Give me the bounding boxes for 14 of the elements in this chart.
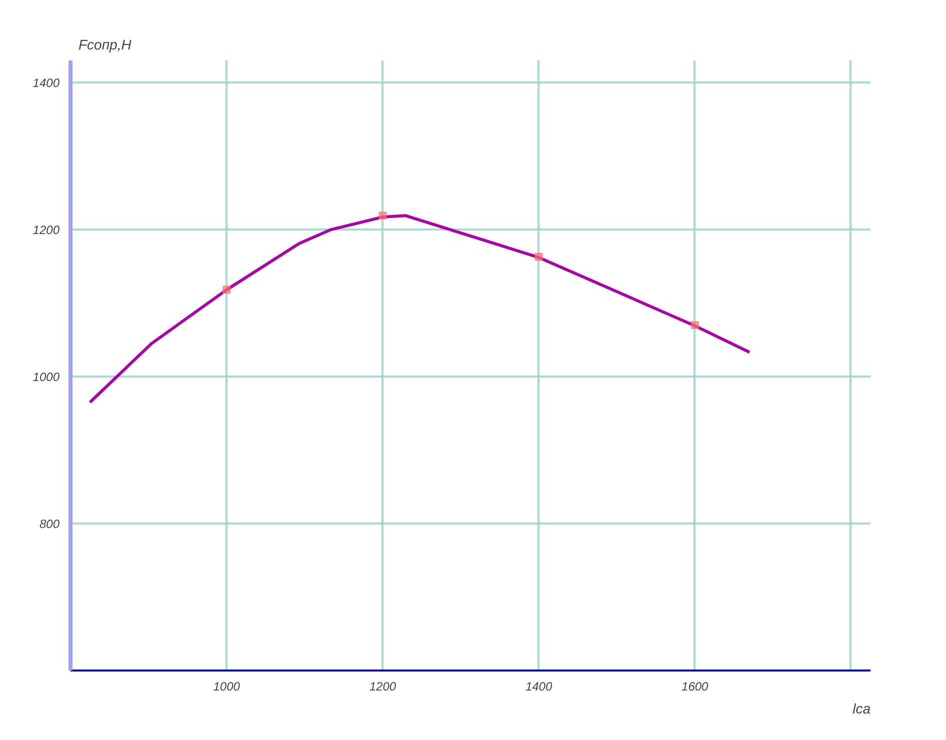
x-tick-label: 1400 (525, 680, 552, 694)
y-tick-label: 1000 (32, 370, 60, 384)
y-axis-title: Fсопр,Н (78, 36, 132, 52)
y-tick-label: 1200 (32, 223, 60, 238)
x-axis-title: lca (852, 700, 871, 716)
y-tick-label: 1400 (32, 76, 60, 90)
x-tick-label: 1000 (213, 680, 240, 694)
x-tick-label: 1600 (682, 680, 709, 694)
point (690, 321, 699, 330)
point (534, 252, 543, 261)
point (378, 212, 387, 220)
y-tick-label: 800 (39, 517, 60, 532)
point (222, 286, 231, 294)
x-tick-label: 1200 (369, 680, 396, 694)
